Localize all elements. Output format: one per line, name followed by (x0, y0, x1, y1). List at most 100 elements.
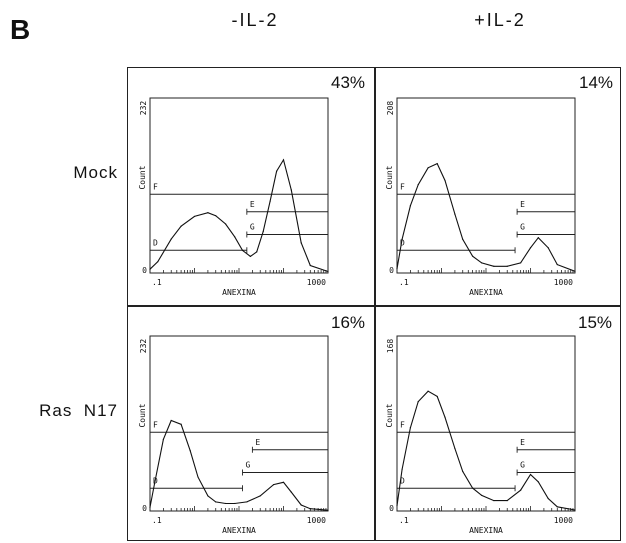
histogram-point (574, 270, 576, 272)
y-tick-label-max: 208 (386, 101, 395, 116)
histogram-point (537, 237, 539, 239)
histogram-point (436, 163, 438, 165)
column-header-minus-il2: -IL-2 (231, 10, 279, 30)
histogram-point (427, 167, 429, 169)
histogram-line (149, 419, 329, 511)
grid-vertical-divider (374, 67, 376, 541)
histogram-point (154, 480, 156, 482)
histogram-point (241, 249, 244, 251)
x-tick-label-min: .1 (152, 516, 162, 525)
y-axis-label: Count (385, 403, 394, 427)
x-tick-label-min: .1 (399, 516, 409, 525)
histogram-point (472, 255, 474, 257)
histogram-point (207, 212, 209, 214)
histogram-point (454, 447, 456, 450)
histogram-point (300, 504, 302, 506)
histogram-line (396, 162, 576, 272)
percent-label-ras-minus: 16% (331, 313, 366, 332)
histogram-point (520, 262, 522, 264)
y-axis-label: Count (385, 165, 394, 189)
histogram-line (149, 158, 329, 273)
histogram-point (472, 487, 474, 489)
gate-label-e: E (520, 438, 525, 447)
histogram-point (574, 509, 576, 511)
histogram-point (409, 205, 411, 207)
histogram-point (417, 184, 419, 186)
gate-label-f: F (153, 182, 158, 191)
row-header-mock: Mock (73, 163, 118, 182)
y-tick-label-max: 232 (139, 101, 148, 116)
histogram-point (282, 481, 285, 483)
gate-label-e: E (250, 200, 255, 209)
gate-label-e: E (255, 438, 260, 447)
histogram-point (269, 200, 271, 202)
x-tick-label-max: 1000 (554, 278, 573, 287)
histogram-point (290, 491, 292, 493)
x-axis-label: ANEXINA (469, 288, 503, 297)
gate-label-e: E (520, 200, 525, 209)
y-tick-label-min: 0 (389, 504, 394, 513)
histogram-point (556, 263, 558, 266)
histogram-line (396, 390, 576, 511)
histogram-point (520, 489, 522, 491)
histogram-point (462, 238, 464, 240)
histogram-point (537, 481, 539, 483)
histogram-point (444, 416, 446, 418)
histogram-point (180, 225, 182, 227)
histogram-point (290, 189, 292, 191)
histogram-point (396, 268, 398, 270)
histogram-point (396, 505, 398, 507)
histogram-point (273, 483, 275, 486)
histogram-point (180, 423, 182, 425)
histogram-point (506, 265, 508, 267)
gate-label-d: D (153, 238, 158, 247)
x-tick-label-max: 1000 (307, 516, 326, 525)
histogram-point (529, 473, 532, 476)
gate-label-d: D (400, 238, 405, 247)
gate-label-g: G (520, 461, 525, 470)
histogram-point (481, 262, 483, 264)
histogram-point (556, 506, 558, 508)
histogram-point (417, 401, 419, 403)
histogram-point (327, 270, 329, 273)
y-tick-label-min: 0 (142, 266, 147, 275)
histogram-point (547, 247, 549, 249)
x-tick-label-max: 1000 (554, 516, 573, 525)
histogram-point (189, 450, 191, 452)
histogram-point (409, 427, 411, 429)
histogram-point (282, 159, 285, 161)
histogram-point (506, 499, 508, 502)
histogram-point (309, 264, 311, 267)
histogram-point (157, 261, 159, 263)
histogram-point (207, 495, 209, 497)
y-axis-label: Count (138, 165, 147, 189)
histogram-point (493, 499, 495, 502)
histogram-point (309, 508, 311, 510)
histogram-point (246, 501, 248, 503)
histogram-point (215, 501, 217, 503)
histogram-point (529, 247, 532, 249)
x-tick-label-min: .1 (152, 278, 162, 287)
gate-label-f: F (400, 420, 405, 429)
histogram-point (256, 251, 258, 253)
x-axis-label: ANEXINA (222, 526, 256, 535)
gate-label-d: D (400, 476, 405, 485)
gate-label-g: G (520, 223, 525, 232)
histogram-point (262, 230, 264, 233)
histogram-point (234, 236, 236, 238)
histogram-point (259, 495, 261, 497)
histogram-point (215, 215, 217, 217)
histogram-point (197, 476, 199, 478)
histogram-point (234, 502, 236, 505)
percent-label-mock-minus: 43% (331, 73, 366, 92)
histogram-point (401, 468, 403, 470)
plot-frame (149, 335, 329, 512)
column-header-plus-il2: +IL-2 (474, 10, 526, 30)
y-tick-label-max: 168 (386, 339, 395, 354)
percent-label-ras-plus: 15% (578, 313, 613, 332)
y-axis-label: Count (138, 403, 147, 427)
x-axis-label: ANEXINA (469, 526, 503, 535)
histogram-point (249, 255, 251, 258)
histogram-point (170, 238, 172, 240)
